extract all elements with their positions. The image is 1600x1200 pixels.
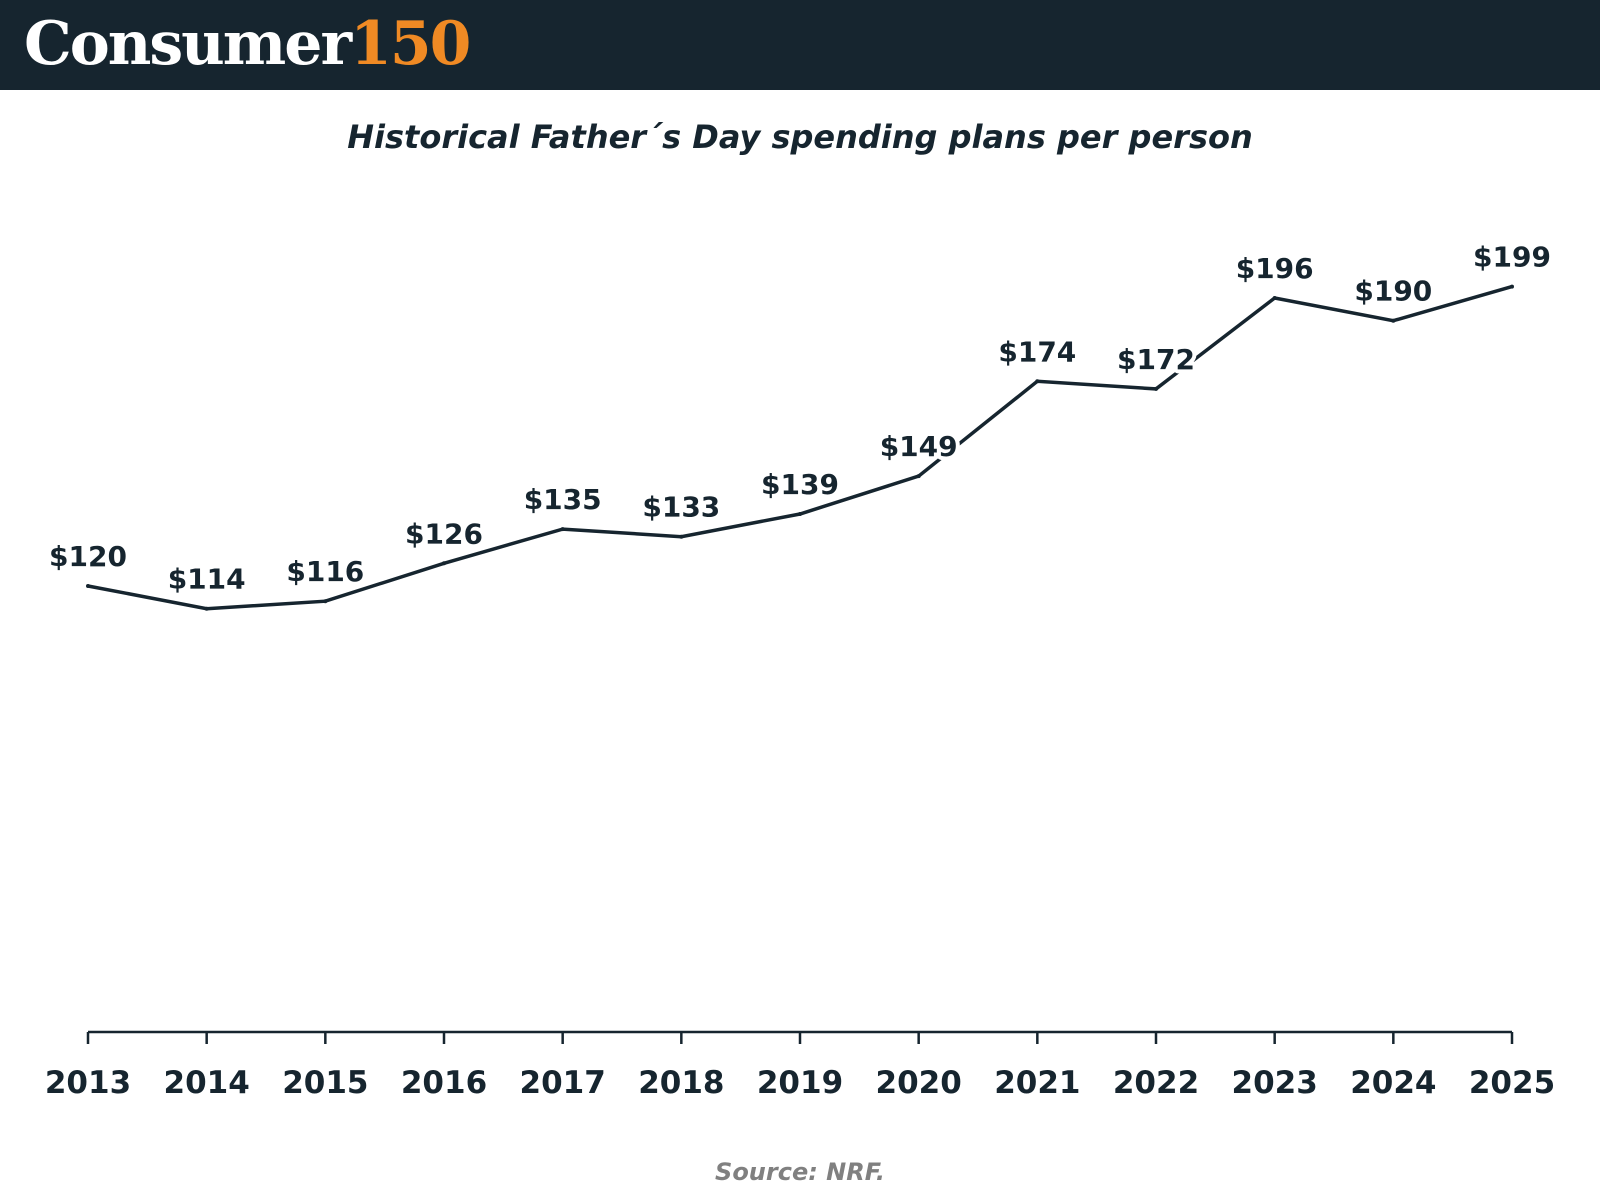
- data-label: $172: [1117, 343, 1195, 376]
- x-tick-label: 2020: [876, 1065, 962, 1101]
- data-label: $120: [49, 540, 127, 573]
- data-point: [204, 606, 209, 611]
- brand-number: 150: [350, 9, 471, 79]
- data-point: [560, 527, 565, 532]
- data-label: $196: [1236, 252, 1314, 285]
- data-point: [1391, 318, 1396, 323]
- x-tick-label: 2018: [638, 1065, 724, 1101]
- x-tick-label: 2022: [1113, 1065, 1199, 1101]
- x-tick-label: 2013: [45, 1065, 131, 1101]
- data-point: [1035, 379, 1040, 384]
- x-tick-label: 2025: [1469, 1065, 1555, 1101]
- x-tick-label: 2016: [401, 1065, 487, 1101]
- data-label: $199: [1473, 241, 1551, 274]
- data-point: [323, 599, 328, 604]
- data-point: [442, 561, 446, 566]
- data-label: $133: [642, 491, 720, 524]
- data-point: [916, 474, 921, 479]
- data-point: [798, 512, 802, 516]
- data-label: $174: [998, 335, 1076, 368]
- data-point: [1272, 296, 1277, 300]
- x-tick-label: 2017: [520, 1065, 606, 1101]
- x-tick-label: 2024: [1350, 1065, 1436, 1101]
- x-tick-label: 2015: [282, 1065, 368, 1101]
- data-label: $126: [405, 517, 483, 550]
- data-label: $114: [168, 563, 246, 596]
- data-label: $135: [524, 483, 602, 516]
- data-label: $190: [1354, 275, 1432, 308]
- x-tick-label: 2023: [1232, 1065, 1318, 1101]
- brand-logo: Consumer150: [24, 8, 471, 80]
- x-tick-label: 2014: [164, 1065, 250, 1101]
- x-tick-label: 2021: [994, 1065, 1080, 1101]
- data-label: $149: [880, 430, 958, 463]
- header-bar: Consumer150: [0, 0, 1600, 90]
- chart-title: Historical Father´s Day spending plans p…: [347, 118, 1253, 156]
- data-label: $116: [286, 555, 364, 588]
- data-point: [86, 584, 90, 588]
- data-point: [1154, 386, 1158, 391]
- brand-word: Consumer: [24, 9, 352, 79]
- data-point: [1510, 284, 1514, 289]
- data-point: [679, 534, 684, 539]
- source-note: Source: NRF.: [715, 1158, 885, 1186]
- data-label: $139: [761, 468, 839, 501]
- x-tick-label: 2019: [757, 1065, 843, 1101]
